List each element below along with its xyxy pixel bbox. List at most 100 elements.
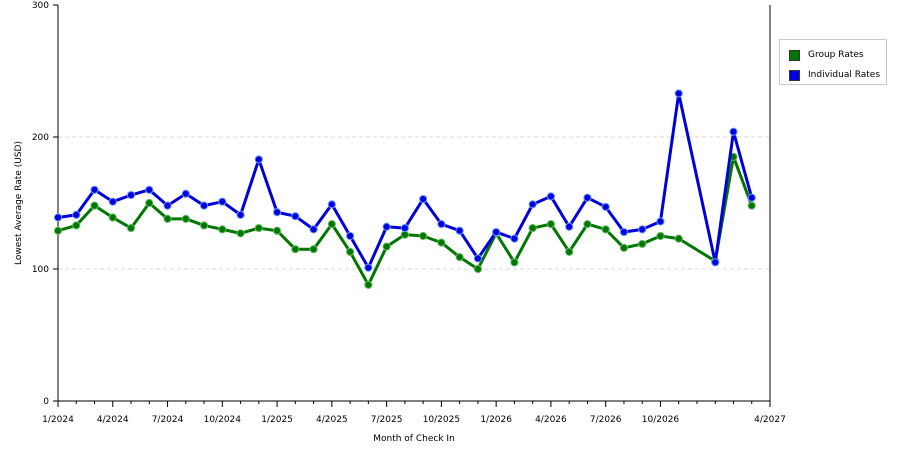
data-point-individual-rates[interactable] — [218, 197, 227, 206]
data-point-individual-rates[interactable] — [510, 234, 519, 243]
y-tick-label: 300 — [32, 1, 49, 11]
data-point-individual-rates[interactable] — [601, 202, 610, 212]
data-point-individual-rates[interactable] — [619, 227, 629, 237]
x-tick-label: 1/2025 — [261, 415, 293, 425]
data-point-group-rates[interactable] — [254, 223, 263, 233]
x-tick-label: 1/2026 — [480, 415, 512, 425]
x-tick-label: 10/2024 — [204, 415, 242, 425]
data-point-group-rates[interactable] — [747, 201, 756, 210]
data-point-individual-rates[interactable] — [437, 220, 446, 229]
y-tick-label: 100 — [32, 265, 49, 275]
data-point-group-rates[interactable] — [619, 243, 629, 252]
data-point-individual-rates[interactable] — [199, 201, 209, 210]
data-point-individual-rates[interactable] — [400, 223, 409, 233]
data-point-group-rates[interactable] — [126, 223, 136, 233]
data-point-individual-rates[interactable] — [492, 227, 501, 237]
y-axis-label: Lowest Average Rate (USD) — [14, 141, 24, 265]
x-tick-label: 4/2025 — [316, 415, 348, 425]
data-point-group-rates[interactable] — [90, 201, 99, 210]
x-tick-label: 1/2024 — [42, 415, 74, 425]
data-point-individual-rates[interactable] — [364, 263, 373, 272]
data-point-individual-rates[interactable] — [145, 185, 154, 194]
data-point-individual-rates[interactable] — [90, 185, 99, 194]
data-point-individual-rates[interactable] — [656, 217, 665, 226]
data-point-group-rates[interactable] — [108, 213, 117, 222]
data-point-group-rates[interactable] — [309, 245, 318, 254]
data-point-group-rates[interactable] — [528, 223, 537, 233]
data-point-individual-rates[interactable] — [53, 213, 63, 222]
data-point-individual-rates[interactable] — [163, 201, 172, 210]
data-point-group-rates[interactable] — [181, 214, 190, 223]
legend-label-group: Group Rates — [808, 50, 864, 60]
data-point-group-rates[interactable] — [546, 220, 556, 229]
data-point-group-rates[interactable] — [437, 238, 446, 247]
data-point-individual-rates[interactable] — [546, 192, 556, 201]
data-point-individual-rates[interactable] — [72, 210, 81, 219]
legend-item-individual: Individual Rates — [789, 68, 880, 82]
data-point-group-rates[interactable] — [382, 242, 391, 251]
y-tick-label: 0 — [43, 397, 49, 407]
legend-item-group: Group Rates — [789, 48, 864, 62]
legend-swatch-individual — [789, 69, 800, 81]
data-point-individual-rates[interactable] — [327, 200, 336, 209]
data-point-group-rates[interactable] — [327, 220, 336, 229]
x-tick-label: 4/2027 — [754, 415, 786, 425]
data-point-individual-rates[interactable] — [126, 190, 136, 200]
data-point-group-rates[interactable] — [583, 220, 592, 229]
data-point-group-rates[interactable] — [601, 225, 610, 234]
data-point-group-rates[interactable] — [364, 280, 373, 289]
data-point-group-rates[interactable] — [473, 264, 482, 274]
data-point-individual-rates[interactable] — [711, 258, 720, 267]
data-point-individual-rates[interactable] — [747, 193, 756, 202]
x-tick-label: 7/2024 — [152, 415, 184, 425]
data-point-individual-rates[interactable] — [583, 193, 592, 202]
data-point-group-rates[interactable] — [272, 226, 282, 235]
data-point-individual-rates[interactable] — [473, 254, 482, 263]
data-point-group-rates[interactable] — [291, 245, 300, 254]
data-point-individual-rates[interactable] — [236, 210, 245, 219]
data-point-individual-rates[interactable] — [346, 231, 355, 241]
data-point-group-rates[interactable] — [346, 247, 355, 256]
data-point-group-rates[interactable] — [53, 226, 63, 235]
data-point-individual-rates[interactable] — [565, 222, 574, 231]
data-point-group-rates[interactable] — [72, 221, 81, 230]
data-point-individual-rates[interactable] — [309, 225, 318, 234]
data-point-group-rates[interactable] — [199, 221, 209, 230]
data-point-group-rates[interactable] — [674, 234, 683, 243]
x-tick-label: 7/2025 — [371, 415, 403, 425]
series-layer — [53, 89, 756, 289]
data-point-individual-rates[interactable] — [382, 222, 391, 231]
data-point-group-rates[interactable] — [236, 229, 245, 238]
plot-area — [58, 5, 770, 401]
x-tick-group: 1/2024 4/2024 7/2024 10/2024 1/2025 4/2025 7/2… — [42, 401, 786, 425]
chart-legend: Group Rates Individual Rates — [779, 39, 887, 85]
legend-swatch-group — [789, 49, 800, 61]
data-point-individual-rates[interactable] — [638, 225, 647, 234]
x-tick-label: 10/2025 — [423, 415, 460, 425]
data-point-group-rates[interactable] — [455, 253, 464, 262]
x-tick-label: 4/2026 — [535, 415, 567, 425]
data-point-group-rates[interactable] — [565, 247, 574, 256]
data-point-group-rates[interactable] — [145, 198, 154, 208]
data-point-individual-rates[interactable] — [254, 155, 263, 164]
data-point-individual-rates[interactable] — [528, 200, 537, 209]
legend-label-individual: Individual Rates — [808, 70, 881, 80]
y-tick-label: 200 — [32, 133, 49, 143]
data-point-individual-rates[interactable] — [674, 89, 683, 98]
data-point-individual-rates[interactable] — [272, 208, 282, 217]
x-tick-label: 4/2024 — [97, 415, 129, 425]
data-point-group-rates[interactable] — [419, 231, 428, 241]
data-point-group-rates[interactable] — [638, 239, 647, 249]
data-point-group-rates[interactable] — [218, 225, 227, 234]
data-point-group-rates[interactable] — [510, 258, 519, 267]
data-point-group-rates[interactable] — [656, 231, 665, 241]
data-point-group-rates[interactable] — [163, 214, 172, 223]
data-point-individual-rates[interactable] — [108, 197, 117, 206]
data-point-individual-rates[interactable] — [181, 189, 190, 198]
data-point-individual-rates[interactable] — [455, 226, 464, 235]
data-point-individual-rates[interactable] — [729, 127, 738, 136]
data-point-individual-rates[interactable] — [419, 194, 428, 204]
data-point-individual-rates[interactable] — [291, 212, 300, 221]
